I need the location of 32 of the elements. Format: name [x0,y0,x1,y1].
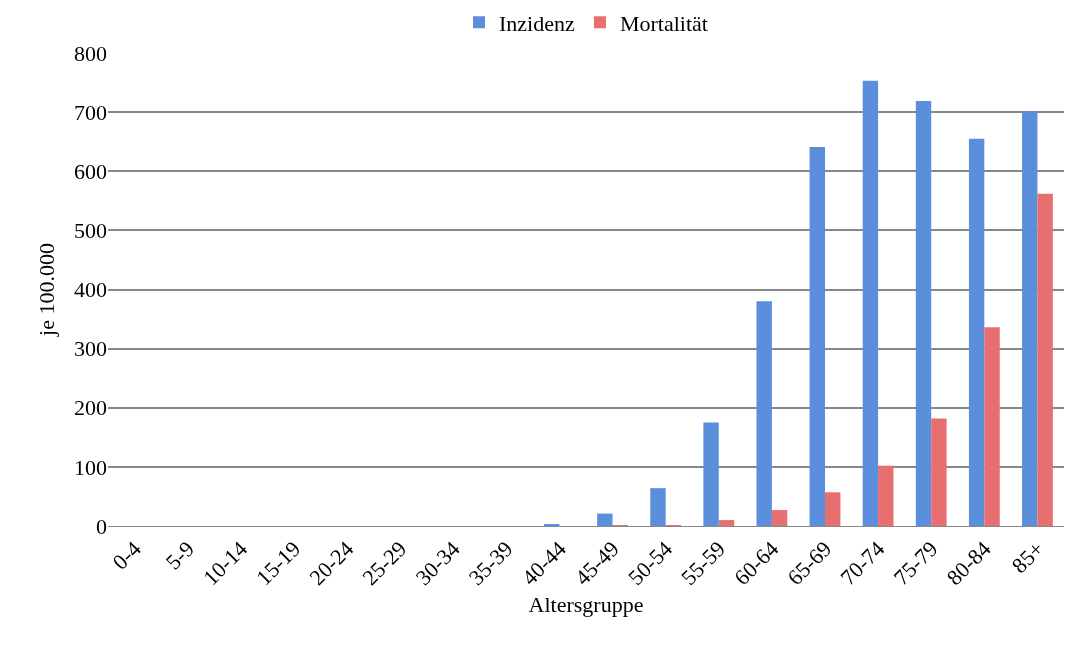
bar [825,492,841,526]
x-tick-label: 5-9 [160,536,199,575]
legend-label: Mortalität [619,10,708,36]
y-tick-label: 300 [74,336,107,362]
x-tick-label: 0-4 [107,536,146,575]
y-tick-label: 600 [74,158,107,184]
y-axis-title: je 100.000 [34,243,59,337]
bar [931,418,947,526]
y-tick-label: 100 [74,454,107,480]
y-tick-label: 400 [74,277,107,303]
x-tick-label: 85+ [1006,536,1049,579]
y-tick-label: 0 [96,513,107,539]
bar [1037,193,1053,526]
bar [718,520,735,526]
y-tick-label: 700 [74,99,107,125]
y-tick-label: 200 [74,395,107,421]
bar [703,422,719,526]
y-tick-label: 800 [74,40,107,66]
bar [968,138,985,526]
bar [862,80,879,526]
bar [597,513,613,526]
bar [650,488,666,526]
bar [915,100,932,526]
y-tick-label: 500 [74,218,107,244]
bar [756,301,772,526]
bar [1022,111,1038,526]
bar [771,510,788,526]
bar [878,465,894,526]
x-axis-title: Altersgruppe [528,592,644,618]
bar [809,147,825,526]
bar [984,327,1000,526]
legend-label: Inzidenz [499,10,575,36]
